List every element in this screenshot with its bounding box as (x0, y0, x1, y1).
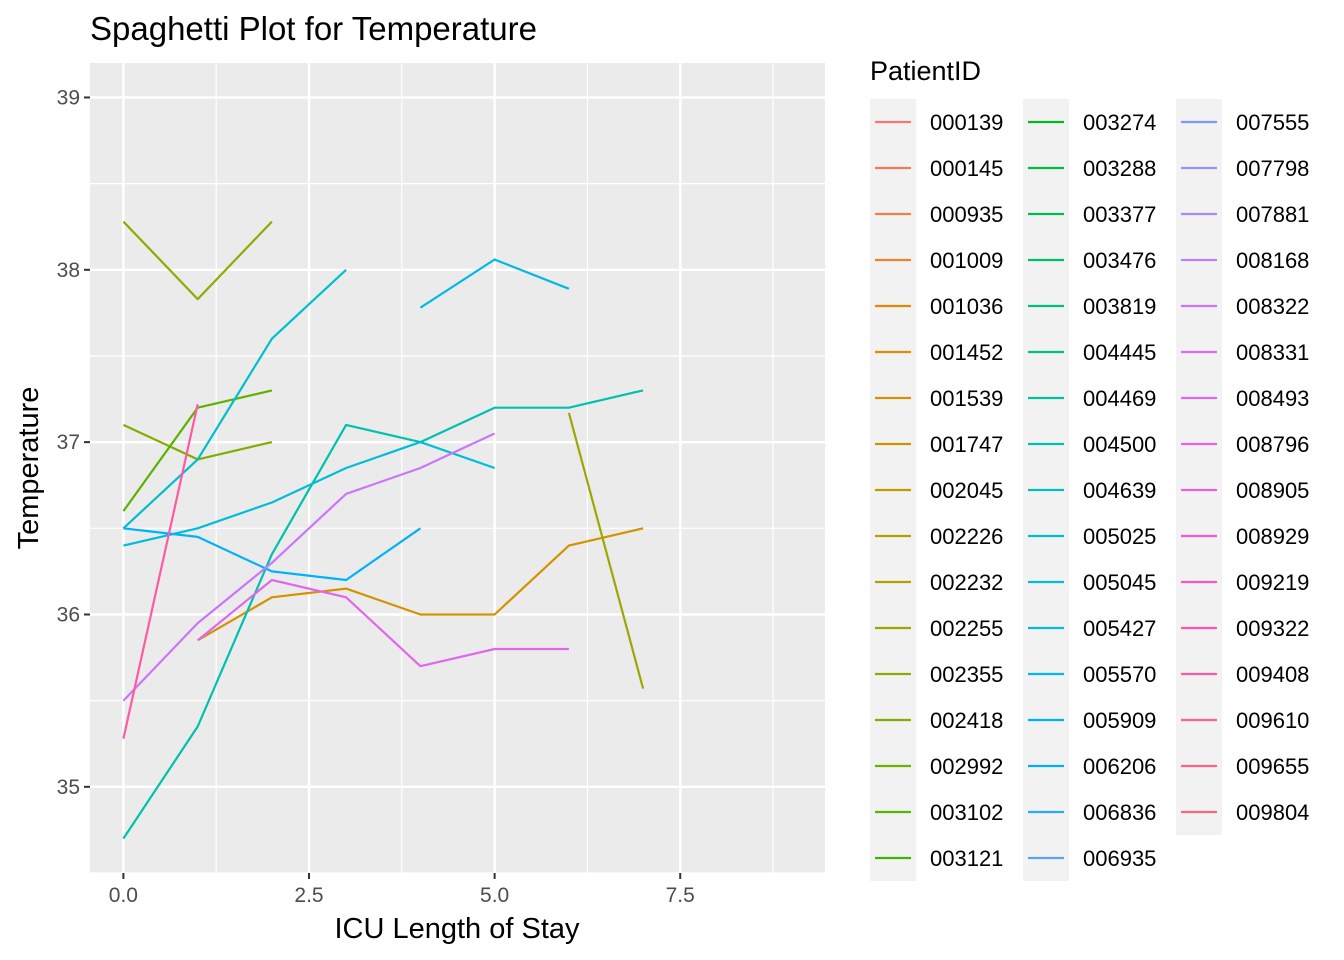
legend-label-008929: 008929 (1236, 524, 1309, 549)
chart-title: Spaghetti Plot for Temperature (90, 10, 537, 47)
y-tick-label: 38 (57, 259, 80, 282)
x-axis-label: ICU Length of Stay (334, 913, 580, 945)
legend-label-000139: 000139 (930, 110, 1003, 135)
y-tick-label: 37 (57, 431, 80, 454)
series-line-001539 (197, 527, 644, 642)
y-tick-labels: 35 36 37 38 39 (57, 86, 80, 798)
series-line-004500 (122, 389, 644, 840)
x-tick-label: 0.0 (109, 884, 138, 907)
axis-ticks (84, 96, 682, 879)
legend-label-006935: 006935 (1083, 846, 1156, 871)
legend-label-003476: 003476 (1083, 248, 1156, 273)
legend-label-004469: 004469 (1083, 386, 1156, 411)
legend-label-003121: 003121 (930, 846, 1003, 871)
legend-label-001036: 001036 (930, 294, 1003, 319)
legend-label-003102: 003102 (930, 800, 1003, 825)
series-line-002255 (567, 412, 645, 689)
legend-label-008168: 008168 (1236, 248, 1309, 273)
y-axis-label: Temperature (13, 387, 45, 550)
legend-label-000145: 000145 (930, 156, 1003, 181)
legend-label-008905: 008905 (1236, 478, 1309, 503)
legend-label-006206: 006206 (1083, 754, 1156, 779)
legend-label-003819: 003819 (1083, 294, 1156, 319)
legend-label-001539: 001539 (930, 386, 1003, 411)
legend-label-003288: 003288 (1083, 156, 1156, 181)
grid-minor (90, 63, 825, 874)
legend-label-002355: 002355 (930, 662, 1003, 687)
legend-label-002045: 002045 (930, 478, 1003, 503)
legend-label-006836: 006836 (1083, 800, 1156, 825)
legend-label-004445: 004445 (1083, 340, 1156, 365)
x-tick-labels: 0.0 2.5 5.0 7.5 (109, 884, 695, 907)
series-line-002355 (122, 220, 273, 301)
legend-label-008331: 008331 (1236, 340, 1309, 365)
series-line-009408 (122, 403, 199, 739)
series-line-005025 (122, 268, 347, 530)
legend-label-004639: 004639 (1083, 478, 1156, 503)
series-line-008493 (197, 578, 569, 668)
legend-label-009655: 009655 (1236, 754, 1309, 779)
legend-label-007555: 007555 (1236, 110, 1309, 135)
legend-label-001009: 001009 (930, 248, 1003, 273)
legend-label-002226: 002226 (930, 524, 1003, 549)
legend-label-005570: 005570 (1083, 662, 1156, 687)
y-tick-label: 39 (57, 86, 80, 109)
plot-panel (90, 63, 825, 873)
legend-label-000935: 000935 (930, 202, 1003, 227)
legend-label-005045: 005045 (1083, 570, 1156, 595)
series-lines (122, 220, 645, 840)
x-tick-label: 7.5 (666, 884, 695, 907)
y-tick-label: 36 (57, 603, 80, 626)
legend-label-009610: 009610 (1236, 708, 1309, 733)
legend-key-background (1176, 99, 1222, 835)
legend-label-001452: 001452 (930, 340, 1003, 365)
x-tick-label: 2.5 (294, 884, 323, 907)
legend-label-008322: 008322 (1236, 294, 1309, 319)
legend-label-009219: 009219 (1236, 570, 1309, 595)
series-line-005045 (123, 441, 495, 547)
legend-label-005025: 005025 (1083, 524, 1156, 549)
legend-title: PatientID (870, 56, 981, 86)
legend-label-009408: 009408 (1236, 662, 1309, 687)
legend-label-001747: 001747 (930, 432, 1003, 457)
legend-label-007881: 007881 (1236, 202, 1309, 227)
legend-label-004500: 004500 (1083, 432, 1156, 457)
legend-label-008493: 008493 (1236, 386, 1309, 411)
legend-label-003377: 003377 (1083, 202, 1156, 227)
legend-label-002992: 002992 (930, 754, 1003, 779)
y-tick-label: 35 (57, 776, 80, 799)
legend-label-007798: 007798 (1236, 156, 1309, 181)
legend-label-009804: 009804 (1236, 800, 1309, 825)
series-line-008322 (122, 432, 496, 702)
legend-label-009322: 009322 (1236, 616, 1309, 641)
x-tick-label: 5.0 (480, 884, 509, 907)
series-line-005427 (419, 258, 570, 309)
legend-label-005427: 005427 (1083, 616, 1156, 641)
legend-label-008796: 008796 (1236, 432, 1309, 457)
legend-label-002418: 002418 (930, 708, 1003, 733)
legend-label-003274: 003274 (1083, 110, 1156, 135)
legend-label-002255: 002255 (930, 616, 1003, 641)
series-line-005909 (123, 527, 422, 582)
legend-label-002232: 002232 (930, 570, 1003, 595)
legend: 000139 000145 000935 001009 001036 001452 0015… (870, 99, 1309, 881)
legend-label-005909: 005909 (1083, 708, 1156, 733)
